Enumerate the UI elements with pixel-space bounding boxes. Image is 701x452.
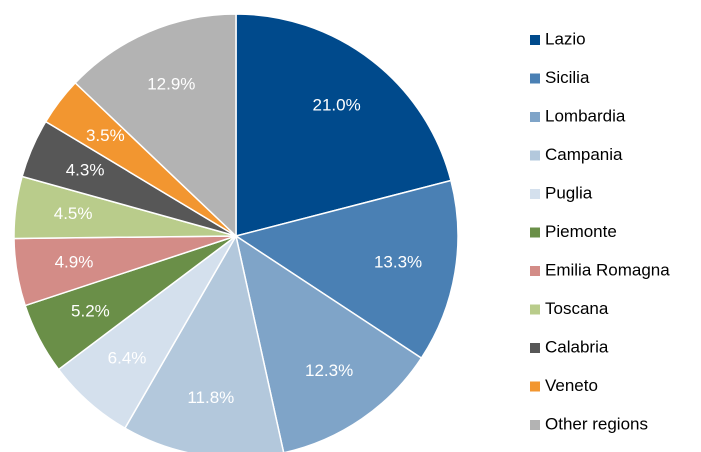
- data-label: 21.0%: [313, 96, 361, 115]
- legend-label: Other regions: [545, 414, 648, 433]
- legend-marker: [530, 266, 540, 276]
- data-label: 11.8%: [187, 388, 234, 407]
- pie-slice: [234, 179, 459, 360]
- legend-label: Puglia: [545, 183, 593, 202]
- data-label: 3.5%: [86, 126, 125, 145]
- legend-label: Toscana: [545, 299, 609, 318]
- legend-marker: [530, 73, 540, 84]
- data-label: 4.9%: [55, 252, 94, 271]
- legend-marker: [530, 227, 540, 238]
- legend-marker: [530, 381, 540, 392]
- pie-slice: [235, 13, 452, 237]
- data-label: 12.9%: [147, 74, 195, 93]
- legend-label: Calabria: [545, 337, 609, 356]
- data-label: 4.3%: [66, 161, 105, 180]
- legend-label: Piemonte: [545, 222, 617, 241]
- legend-label: Lazio: [545, 29, 586, 48]
- legend-label: Lombardia: [545, 106, 626, 125]
- data-label: 6.4%: [108, 348, 147, 367]
- legend-marker: [530, 150, 540, 161]
- legend-marker: [530, 304, 540, 315]
- data-label: 13.3%: [374, 252, 422, 271]
- legend-marker: [530, 189, 540, 199]
- pie-slice: [123, 233, 285, 452]
- legend-label: Emilia Romagna: [545, 260, 670, 279]
- legend-label: Veneto: [545, 376, 598, 395]
- data-label: 12.3%: [305, 361, 353, 380]
- data-label: 4.5%: [54, 204, 93, 223]
- legend-marker: [530, 343, 540, 353]
- legend-label: Campania: [545, 145, 623, 164]
- pie-slice: [74, 13, 237, 238]
- data-label: 5.2%: [71, 302, 110, 321]
- pie-slice: [234, 234, 423, 452]
- legend-marker: [530, 35, 540, 45]
- legend-label: Sicilia: [545, 68, 590, 87]
- legend-marker: [530, 112, 540, 122]
- legend-marker: [530, 420, 540, 430]
